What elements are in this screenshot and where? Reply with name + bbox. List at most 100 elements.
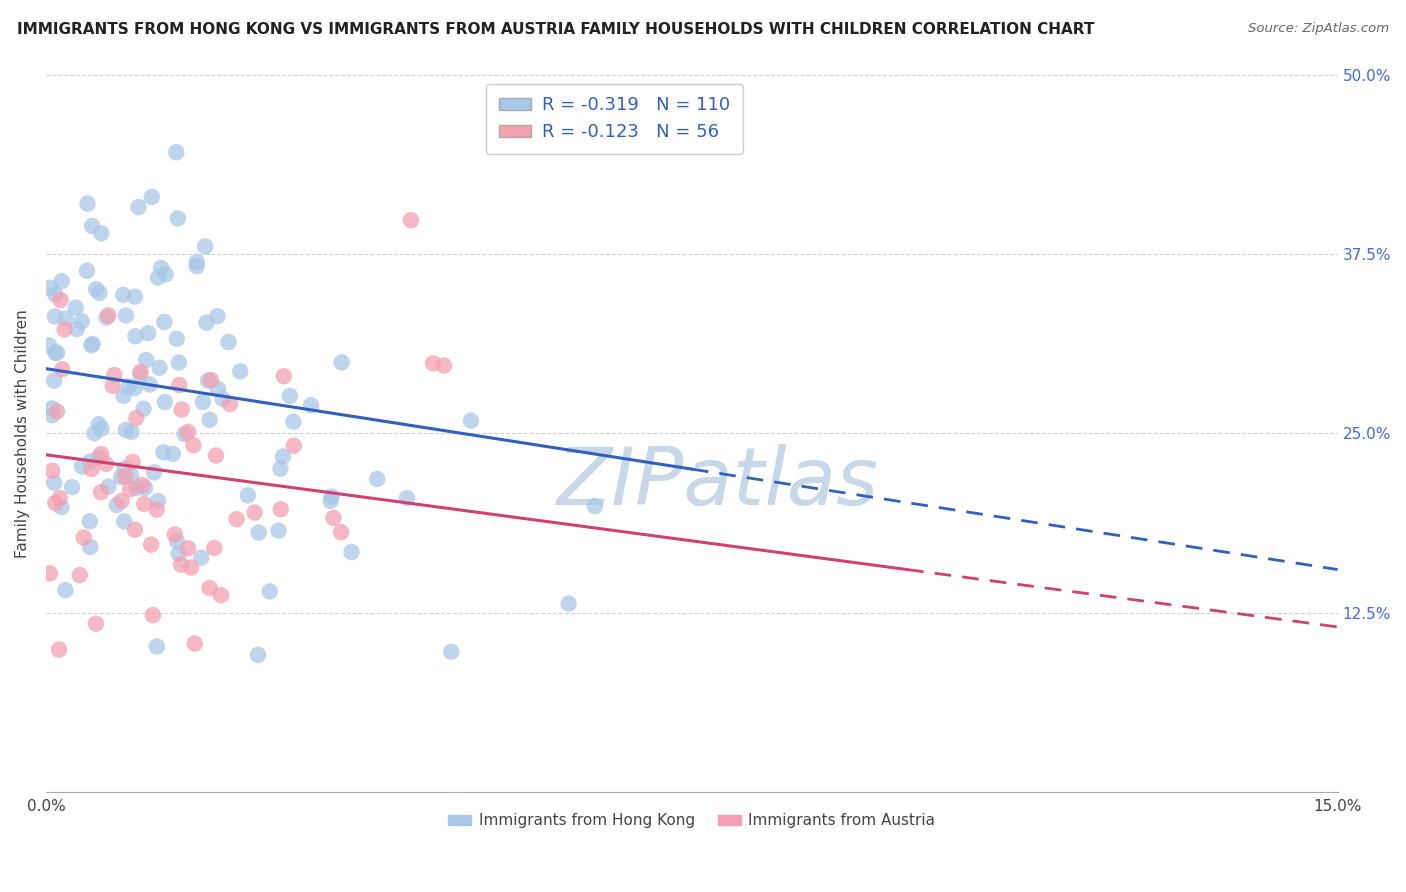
- Point: [209, 588, 232, 602]
- Point: [84, 616, 107, 631]
- Point: [200, 373, 222, 387]
- Point: [211, 392, 233, 406]
- Point: [97, 479, 120, 493]
- Point: [186, 255, 208, 269]
- Point: [120, 469, 142, 483]
- Point: [236, 488, 259, 502]
- Point: [65, 301, 87, 315]
- Point: [433, 359, 456, 373]
- Point: [55, 311, 77, 326]
- Point: [48, 642, 70, 657]
- Point: [51, 362, 73, 376]
- Point: [207, 382, 229, 396]
- Point: [70, 314, 93, 328]
- Point: [146, 640, 169, 654]
- Point: [66, 322, 89, 336]
- Point: [38, 566, 60, 581]
- Point: [55, 583, 77, 598]
- Point: [229, 364, 252, 378]
- Point: [115, 309, 138, 323]
- Point: [124, 523, 146, 537]
- Point: [136, 326, 159, 341]
- Point: [132, 401, 155, 416]
- Point: [44, 374, 66, 388]
- Point: [183, 636, 205, 650]
- Point: [90, 227, 112, 241]
- Point: [177, 541, 200, 556]
- Point: [225, 512, 247, 526]
- Point: [94, 457, 117, 471]
- Point: [134, 497, 156, 511]
- Point: [259, 584, 281, 599]
- Point: [198, 413, 221, 427]
- Point: [39, 281, 62, 295]
- Point: [125, 411, 148, 425]
- Point: [330, 355, 353, 369]
- Point: [49, 491, 72, 505]
- Point: [155, 267, 177, 281]
- Point: [73, 531, 96, 545]
- Point: [80, 338, 103, 352]
- Point: [112, 461, 135, 475]
- Point: [243, 506, 266, 520]
- Point: [146, 270, 169, 285]
- Point: [112, 389, 135, 403]
- Point: [283, 415, 305, 429]
- Point: [330, 525, 353, 540]
- Point: [82, 336, 104, 351]
- Point: [166, 534, 188, 549]
- Point: [103, 368, 125, 382]
- Point: [319, 494, 342, 508]
- Point: [190, 550, 212, 565]
- Point: [124, 381, 146, 395]
- Point: [267, 524, 290, 538]
- Point: [170, 558, 193, 572]
- Point: [219, 397, 242, 411]
- Point: [53, 322, 76, 336]
- Point: [152, 445, 174, 459]
- Point: [90, 485, 112, 500]
- Point: [271, 450, 294, 464]
- Text: IMMIGRANTS FROM HONG KONG VS IMMIGRANTS FROM AUSTRIA FAMILY HOUSEHOLDS WITH CHIL: IMMIGRANTS FROM HONG KONG VS IMMIGRANTS …: [17, 22, 1094, 37]
- Point: [110, 470, 132, 484]
- Point: [112, 515, 135, 529]
- Point: [191, 394, 214, 409]
- Point: [162, 447, 184, 461]
- Point: [124, 329, 146, 343]
- Point: [45, 404, 67, 418]
- Point: [69, 568, 91, 582]
- Point: [186, 259, 208, 273]
- Point: [395, 491, 418, 505]
- Point: [207, 310, 229, 324]
- Point: [583, 499, 606, 513]
- Point: [146, 494, 169, 508]
- Point: [150, 260, 173, 275]
- Point: [422, 356, 444, 370]
- Point: [44, 496, 66, 510]
- Point: [340, 545, 363, 559]
- Point: [167, 546, 190, 560]
- Point: [84, 282, 107, 296]
- Point: [195, 316, 218, 330]
- Point: [169, 378, 191, 392]
- Point: [135, 352, 157, 367]
- Point: [76, 264, 98, 278]
- Point: [460, 414, 482, 428]
- Point: [120, 482, 142, 496]
- Point: [283, 439, 305, 453]
- Point: [129, 368, 152, 382]
- Point: [299, 398, 322, 412]
- Point: [125, 481, 148, 495]
- Point: [202, 541, 225, 555]
- Point: [273, 369, 295, 384]
- Point: [41, 464, 63, 478]
- Point: [141, 538, 163, 552]
- Point: [269, 461, 291, 475]
- Point: [139, 377, 162, 392]
- Point: [141, 190, 163, 204]
- Point: [38, 338, 60, 352]
- Point: [114, 469, 136, 483]
- Point: [177, 425, 200, 439]
- Point: [87, 417, 110, 432]
- Point: [128, 200, 150, 214]
